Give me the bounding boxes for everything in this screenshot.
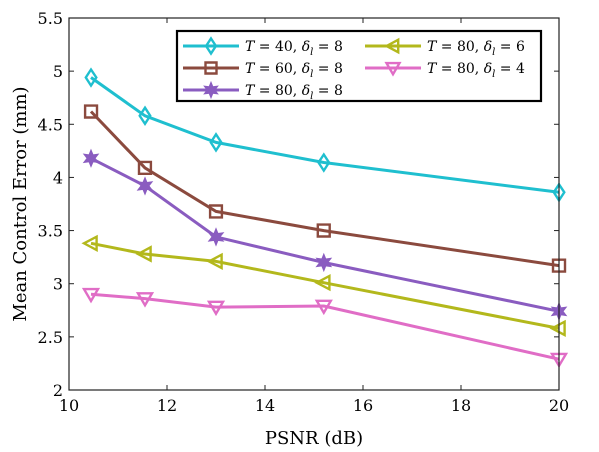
data-point (81, 234, 98, 252)
legend-item: T = 60, δl = 8 (183, 61, 343, 80)
x-axis-label: PSNR (dB) (265, 428, 363, 449)
y-tick-label: 2.5 (38, 328, 63, 347)
x-tick-label: 18 (451, 396, 471, 415)
data-point (138, 105, 152, 126)
data-point (83, 104, 99, 119)
data-point (314, 299, 333, 316)
y-tick-label: 3 (53, 275, 63, 294)
data-point (135, 245, 152, 263)
y-tick-label: 2 (53, 381, 63, 400)
data-point (316, 223, 331, 238)
data-point (315, 252, 333, 273)
data-point (84, 67, 98, 88)
series-2 (83, 104, 567, 273)
series-line (90, 76, 560, 194)
data-point (81, 287, 101, 304)
plot-frame (68, 17, 560, 391)
y-tick-label: 5 (53, 62, 63, 81)
legend-label: T = 40, δl = 8 (245, 39, 343, 58)
y-tick-label: 4 (53, 168, 63, 187)
data-point (204, 36, 218, 56)
data-point (203, 80, 219, 100)
data-point (206, 300, 226, 317)
legend-item: T = 80, δl = 8 (183, 80, 343, 102)
x-tick-label: 12 (157, 396, 177, 415)
series-line (90, 292, 560, 361)
legend-item: T = 40, δl = 8 (183, 36, 343, 58)
series-line (90, 156, 560, 313)
legend: T = 40, δl = 8 T = 60, δl = 8 T = 80, δl =… (175, 29, 543, 103)
data-point (383, 37, 400, 55)
data-point (82, 148, 100, 168)
data-point (137, 160, 153, 176)
y-tick-label: 3.5 (38, 222, 63, 241)
legend-label: T = 60, δl = 8 (245, 61, 343, 80)
series-5 (81, 287, 569, 369)
data-point (384, 61, 402, 77)
data-point (314, 274, 331, 292)
data-point (207, 227, 225, 247)
plot-marks (81, 67, 569, 369)
series-4 (81, 234, 566, 337)
legend-label: T = 80, δl = 8 (245, 83, 343, 102)
legend-label: T = 80, δl = 4 (427, 61, 525, 80)
legend-item: T = 80, δl = 4 (365, 61, 525, 80)
legend-item: T = 80, δl = 6 (365, 37, 525, 58)
data-point (204, 61, 218, 75)
legend-label: T = 80, δl = 6 (427, 39, 525, 58)
data-point (135, 292, 155, 308)
series-line (89, 110, 560, 268)
data-point (551, 258, 567, 273)
y-axis-label: Mean Control Error (mm) (10, 86, 31, 321)
y-tick-label: 5.5 (38, 9, 63, 28)
data-point (208, 204, 224, 219)
x-tick-label: 16 (353, 396, 373, 415)
x-tick-label: 14 (255, 396, 275, 415)
y-tick-label: 4.5 (38, 115, 63, 134)
x-tick-label: 20 (549, 396, 569, 415)
data-point (549, 319, 566, 337)
x-tick-label: 10 (59, 396, 79, 415)
series-line (90, 241, 560, 330)
data-point (317, 152, 331, 173)
data-point (136, 176, 154, 196)
data-point (209, 132, 223, 153)
data-point (206, 252, 223, 270)
axis-ticks: 10 12 14 16 18 20 2 2.5 3 3.5 4 4.5 5 5.5 (38, 9, 570, 415)
